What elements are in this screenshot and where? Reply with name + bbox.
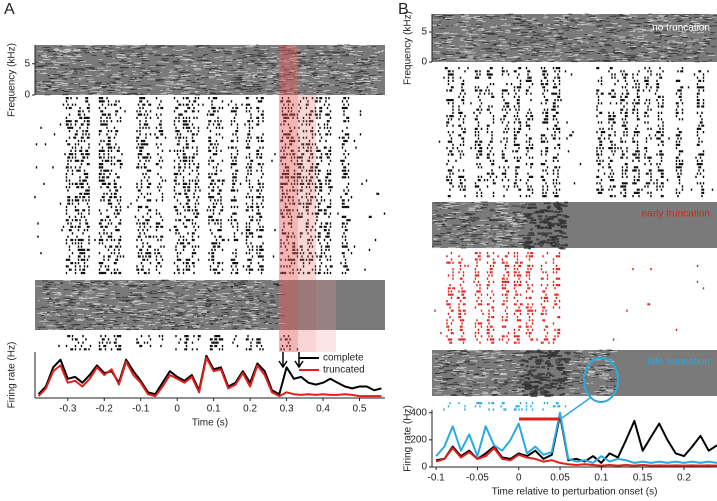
raster (438, 67, 714, 198)
legend-label: truncated (323, 365, 365, 376)
series-line (435, 447, 717, 467)
y-tick-label: 5 (421, 27, 427, 38)
panel-label: B (398, 1, 409, 18)
spectrogram-texture (35, 279, 286, 331)
x-tick-label: 0.5 (353, 404, 367, 415)
x-tick-label: 0.15 (633, 473, 653, 484)
y-tick-label: 0 (421, 57, 427, 68)
x-tick-label: 0.4 (316, 404, 330, 415)
x-axis-label: Time (s) (192, 418, 228, 429)
x-tick-label: 0.1 (594, 473, 608, 484)
x-tick-label: 0.2 (243, 404, 257, 415)
series-line (435, 411, 717, 464)
decoration (278, 45, 619, 421)
arrow (278, 352, 304, 369)
x-tick-label: 0.3 (280, 404, 294, 415)
spectrogram-texture (35, 44, 385, 96)
spectrogram-texture (432, 201, 527, 249)
y-axis-label: Firing rate (Hz) (403, 405, 414, 472)
raster (434, 252, 705, 344)
raster (58, 335, 299, 351)
spectrogram-texture (432, 13, 717, 63)
series-line (37, 356, 382, 398)
spectrogram-texture (432, 349, 618, 397)
y-axis-label: Frequency (kHz) (7, 43, 18, 117)
y-tick-label: 0 (24, 90, 30, 101)
x-tick-label: 0.2 (677, 473, 691, 484)
x-tick-label: -0.1 (428, 473, 446, 484)
x-tick-label: -0.2 (96, 404, 114, 415)
spectrogram-label: early truncation (642, 209, 710, 220)
raster (34, 97, 386, 275)
series-line (435, 414, 717, 464)
y-tick-label: 400 (410, 407, 427, 418)
x-tick-label: 0 (516, 473, 522, 484)
y-axis-label: Frequency (kHz) (403, 11, 414, 85)
truncation-shade (298, 95, 316, 352)
spectrogram-label: no truncation (652, 23, 710, 34)
spectrogram-label: late truncation (647, 357, 710, 368)
y-tick-label: 0 (421, 462, 427, 473)
y-axis-label: Firing rate (Hz) (7, 342, 18, 409)
panel-label: A (4, 1, 15, 18)
highlight-circle (583, 357, 619, 403)
connector (561, 397, 591, 419)
y-tick-label: 5 (24, 58, 30, 69)
x-tick-label: -0.1 (132, 404, 150, 415)
x-tick-label: 0 (174, 404, 180, 415)
truncation-shade (316, 280, 336, 352)
x-tick-label: 0.1 (207, 404, 221, 415)
legend-label: complete (323, 353, 364, 364)
truncation-shade (279, 45, 298, 352)
x-tick-label: -0.3 (59, 404, 77, 415)
x-axis-label: Time relative to perturbation onset (s) (492, 487, 658, 498)
y-tick-label: 200 (410, 434, 427, 445)
x-tick-label: -0.05 (466, 473, 489, 484)
x-tick-label: 0.05 (550, 473, 570, 484)
raster (443, 402, 567, 411)
